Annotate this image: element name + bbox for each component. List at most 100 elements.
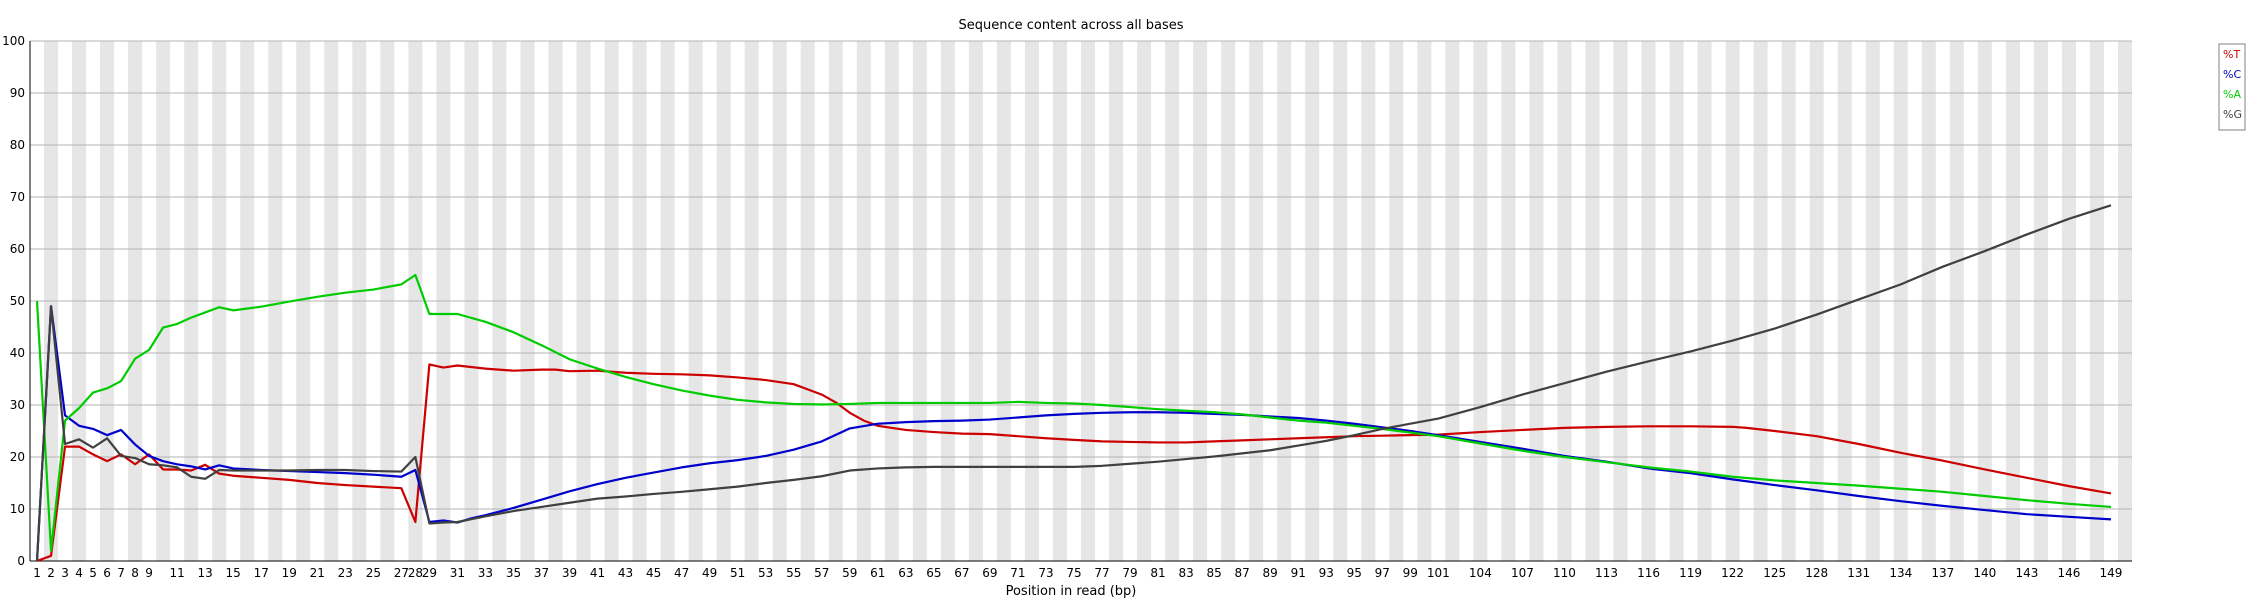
x-tick-label: 61	[870, 566, 885, 580]
x-tick-label: 81	[1150, 566, 1165, 580]
x-tick-label: 119	[1679, 566, 1702, 580]
y-tick-label: 40	[10, 346, 25, 360]
x-tick-label: 37	[534, 566, 549, 580]
x-tick-label: 7	[117, 566, 125, 580]
x-tick-label: 45	[646, 566, 661, 580]
x-tick-label: 5	[89, 566, 97, 580]
x-tick-label: 134	[1889, 566, 1912, 580]
x-tick-label: 39	[562, 566, 577, 580]
x-tick-label: 125	[1763, 566, 1786, 580]
chart-title: Sequence content across all bases	[958, 18, 1183, 33]
x-tick-label: 87	[1235, 566, 1250, 580]
x-tick-label: 59	[842, 566, 857, 580]
y-tick-label: 30	[10, 398, 25, 412]
x-tick-label: 4	[75, 566, 83, 580]
y-tick-labels: 0 10 20 30 40 50 60 70 80 90 100	[2, 34, 25, 568]
x-tick-label: 19	[282, 566, 297, 580]
x-tick-label: 110	[1553, 566, 1576, 580]
x-tick-label: 23	[338, 566, 353, 580]
x-tick-label: 28	[408, 566, 423, 580]
x-tick-label: 11	[169, 566, 184, 580]
x-tick-label: 53	[758, 566, 773, 580]
legend-entry: %C	[2223, 68, 2241, 81]
x-tick-label: 97	[1375, 566, 1390, 580]
x-tick-label: 143	[2015, 566, 2038, 580]
x-tick-label: 99	[1403, 566, 1418, 580]
legend-entry: %T	[2223, 48, 2240, 61]
x-tick-label: 9	[145, 566, 153, 580]
y-tick-label: 100	[2, 34, 25, 48]
x-tick-label: 95	[1347, 566, 1362, 580]
legend-entry: %A	[2223, 88, 2241, 101]
x-tick-label: 21	[310, 566, 325, 580]
x-tick-label: 63	[898, 566, 913, 580]
x-tick-label: 73	[1038, 566, 1053, 580]
x-tick-label: 107	[1511, 566, 1534, 580]
x-tick-label: 35	[506, 566, 521, 580]
x-tick-label: 6	[103, 566, 111, 580]
legend-entry: %G	[2223, 108, 2242, 121]
series-lines	[35, 204, 2112, 563]
x-tick-label: 8	[131, 566, 139, 580]
y-tick-label: 80	[10, 138, 25, 152]
x-tick-label: 31	[450, 566, 465, 580]
x-tick-label: 29	[422, 566, 437, 580]
x-tick-label: 41	[590, 566, 605, 580]
x-tick-label: 33	[478, 566, 493, 580]
x-tick-label: 65	[926, 566, 941, 580]
x-tick-label: 49	[702, 566, 717, 580]
x-tick-label: 2	[47, 566, 55, 580]
x-tick-label: 83	[1178, 566, 1193, 580]
x-tick-label: 57	[814, 566, 829, 580]
x-tick-label: 91	[1291, 566, 1306, 580]
x-tick-label: 149	[2100, 566, 2123, 580]
horizontal-gridlines	[30, 40, 2132, 562]
x-tick-label: 1	[33, 566, 41, 580]
y-tick-label: 0	[17, 554, 25, 568]
x-tick-label: 116	[1637, 566, 1660, 580]
y-tick-label: 60	[10, 242, 25, 256]
x-tick-label: 67	[954, 566, 969, 580]
x-tick-label: 75	[1066, 566, 1081, 580]
x-tick-label: 101	[1427, 566, 1450, 580]
legend: %T %C %A %G	[2218, 43, 2246, 131]
x-tick-label: 79	[1122, 566, 1137, 580]
series-line-t	[36, 363, 2112, 563]
x-tick-label: 15	[226, 566, 241, 580]
x-tick-label: 89	[1263, 566, 1278, 580]
axes	[29, 41, 2132, 562]
x-tick-label: 27	[394, 566, 409, 580]
series-line-g	[35, 204, 2112, 562]
x-tick-label: 17	[254, 566, 269, 580]
y-tick-label: 90	[10, 86, 25, 100]
x-tick-label: 47	[674, 566, 689, 580]
y-tick-label: 50	[10, 294, 25, 308]
x-tick-label: 69	[982, 566, 997, 580]
x-tick-label: 146	[2057, 566, 2080, 580]
x-tick-label: 122	[1721, 566, 1744, 580]
x-tick-label: 131	[1847, 566, 1870, 580]
x-tick-label: 93	[1319, 566, 1334, 580]
x-tick-label: 77	[1094, 566, 1109, 580]
series-line-a	[35, 273, 2112, 552]
y-tick-label: 10	[10, 502, 25, 516]
x-tick-label: 55	[786, 566, 801, 580]
x-tick-label: 71	[1010, 566, 1025, 580]
x-tick-label: 104	[1469, 566, 1492, 580]
y-tick-label: 70	[10, 190, 25, 204]
x-axis-label: Position in read (bp)	[1006, 584, 1137, 599]
x-tick-label: 137	[1931, 566, 1954, 580]
x-tick-label: 25	[366, 566, 381, 580]
x-tick-label: 3	[61, 566, 69, 580]
legend-box	[2218, 43, 2246, 131]
x-tick-label: 128	[1805, 566, 1828, 580]
x-tick-label: 140	[1973, 566, 1996, 580]
y-tick-label: 20	[10, 450, 25, 464]
x-tick-label: 85	[1206, 566, 1221, 580]
x-tick-label: 113	[1595, 566, 1618, 580]
x-tick-label: 51	[730, 566, 745, 580]
x-tick-label: 43	[618, 566, 633, 580]
x-tick-label: 13	[198, 566, 213, 580]
